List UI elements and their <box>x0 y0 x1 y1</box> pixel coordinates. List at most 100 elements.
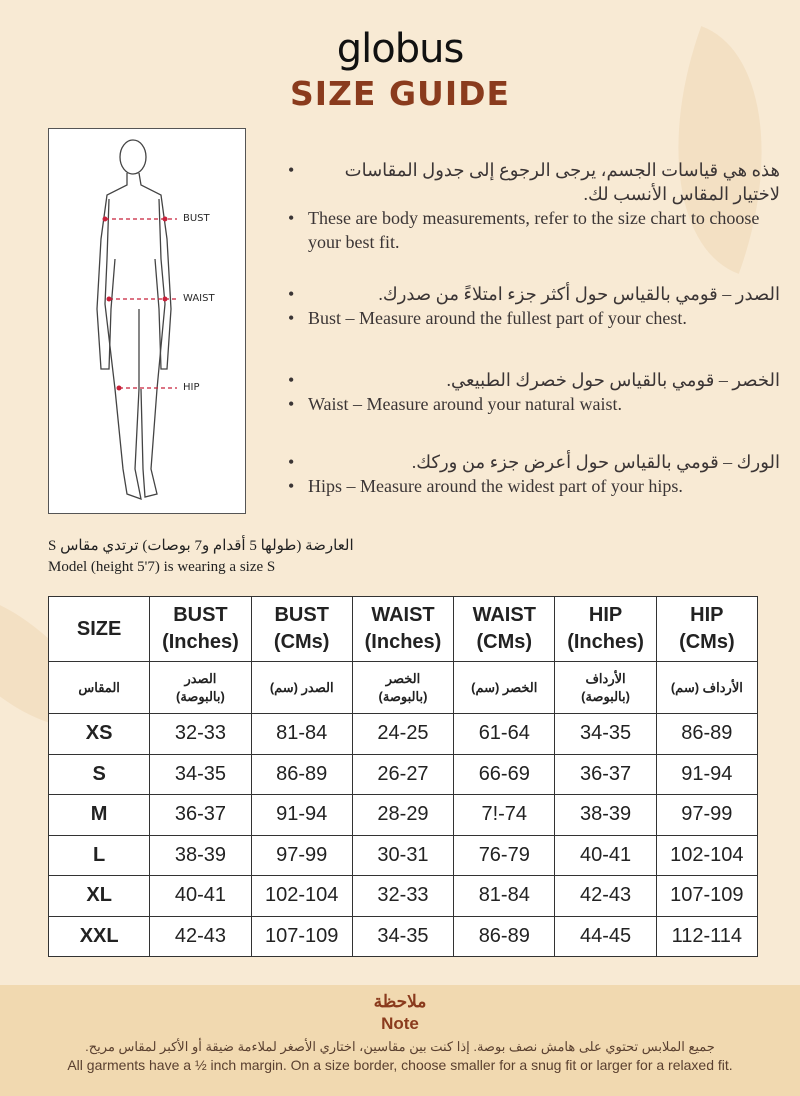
size-cell: M <box>47 794 151 836</box>
measurement-cell: 86-89 <box>453 915 556 957</box>
bullet-intro-ar: • هذه هي قياسات الجسم، يرجى الرجوع إلى جد… <box>288 160 780 204</box>
bullet-bust-en: • Bust – Measure around the fullest part … <box>288 308 687 328</box>
header-text: (بالبوصة) <box>581 688 630 704</box>
measurement-cell: 32-33 <box>351 875 455 917</box>
header-text: الصدر (سم) <box>269 679 334 695</box>
measurement-cell: 7!-74 <box>453 794 556 836</box>
table-row: S 34-35 86-89 26-27 66-69 36-37 91-94 <box>47 753 759 795</box>
header-text: (بالبوصة) <box>175 688 225 704</box>
bullet-waist-en: • Waist – Measure around your natural wai… <box>288 394 622 414</box>
header-text: الخصر <box>385 670 421 686</box>
measurement-cell: 34-35 <box>554 713 657 755</box>
header-cell: BUST (CMs) <box>250 596 353 662</box>
table-row: M 36-37 91-94 28-29 7!-74 38-39 97-99 <box>47 794 759 836</box>
hip-label: HIP <box>183 382 200 393</box>
measurement-cell: 66-69 <box>453 753 556 795</box>
measurement-cell: 91-94 <box>655 753 759 795</box>
header-text: (CMs) <box>273 631 330 653</box>
bust-label: BUST <box>183 213 210 224</box>
header-text: BUST <box>274 604 329 626</box>
header-row-ar: المقاس الصدر (بالبوصة) الصدر (سم) الخصر (بالب… <box>47 661 759 714</box>
header-cell: SIZE <box>47 596 151 662</box>
table-row: XXL 42-43 107-109 34-35 86-89 44-45 112-114 <box>47 915 759 957</box>
size-chart-table: SIZE BUST (Inches) BUST (CMs) WAIST (Inches) WA… <box>47 596 759 957</box>
measurement-cell: 107-109 <box>250 915 353 957</box>
header-cell: الخصر (سم) <box>453 661 556 714</box>
measurement-cell: 107-109 <box>655 875 759 917</box>
header-text: (Inches) <box>567 631 644 653</box>
table-row: XS 32-33 81-84 24-25 61-64 34-35 86-89 <box>47 713 759 755</box>
measurement-cell: 30-31 <box>351 834 455 876</box>
header-text: (Inches) <box>162 631 239 653</box>
measurement-cell: 38-39 <box>149 834 252 876</box>
bullet-intro-en: • These are body measurements, refer to t… <box>288 208 760 252</box>
measurement-cell: 34-35 <box>351 915 455 957</box>
measurement-cell: 40-41 <box>554 834 657 876</box>
page-title: SIZE GUIDE <box>289 74 511 113</box>
header-text: WAIST <box>472 604 536 626</box>
measurement-cell: 36-37 <box>554 753 657 795</box>
measurement-cell: 81-84 <box>453 875 556 917</box>
measurement-cell: 24-25 <box>351 713 455 755</box>
measurement-cell: 91-94 <box>250 794 353 836</box>
header-text: WAIST <box>371 604 435 626</box>
body-outline-icon <box>96 139 177 500</box>
model-info-ar: العارضة (طولها 5 أقدام و7 بوصات) ترتدي م… <box>48 538 354 554</box>
measurement-cell: 32-33 <box>149 713 252 755</box>
measurement-cell: 42-43 <box>554 875 657 917</box>
measurement-cell: 36-37 <box>149 794 252 836</box>
header-text: (CMs) <box>476 631 533 653</box>
size-cell: L <box>47 834 151 876</box>
header-cell: الأرداف (سم) <box>655 661 759 714</box>
brand-logo: globus <box>336 26 465 72</box>
size-cell: S <box>47 753 151 795</box>
header-cell: HIP (CMs) <box>655 596 759 662</box>
measurement-cell: 76-79 <box>453 834 556 876</box>
size-cell: XS <box>47 713 151 755</box>
measurement-cell: 112-114 <box>655 915 759 957</box>
model-info: العارضة (طولها 5 أقدام و7 بوصات) ترتدي م… <box>48 536 468 578</box>
header-text: الخصر (سم) <box>471 679 538 695</box>
header-cell: WAIST (Inches) <box>351 596 455 662</box>
waist-label: WAIST <box>183 293 215 304</box>
header-cell: BUST (Inches) <box>149 596 252 662</box>
table-row: XL 40-41 102-104 32-33 81-84 42-43 107-109 <box>47 875 759 917</box>
instructions-list: • هذه هي قياسات الجسم، يرجى الرجوع إلى جد… <box>288 158 780 498</box>
header-text: BUST <box>173 604 228 626</box>
size-cell: XXL <box>47 915 151 957</box>
body-figure: BUST WAIST HIP <box>48 128 246 514</box>
measurement-cell: 86-89 <box>250 753 353 795</box>
measurement-cell: 26-27 <box>351 753 455 795</box>
bullet-bust-ar: • الصدر – قومي بالقياس حول أكثر جزء امتلا… <box>288 284 780 304</box>
measurement-cell: 40-41 <box>149 875 252 917</box>
header-text: المقاس <box>78 679 120 695</box>
model-info-en: Model (height 5'7) is wearing a size S <box>48 559 276 575</box>
header-text: (Inches) <box>364 631 442 653</box>
header-cell: الصدر (بالبوصة) <box>149 661 252 714</box>
header-text: (CMs) <box>679 631 735 653</box>
bullet-waist-ar: • الخصر – قومي بالقياس حول خصرك الطبيعي. <box>288 370 780 390</box>
note-text-ar: جميع الملابس تحتوي على هامش نصف بوصة. إذ… <box>85 1039 715 1054</box>
measurement-cell: 81-84 <box>250 713 353 755</box>
size-cell: XL <box>47 875 151 917</box>
note-title-ar: ملاحظة <box>373 992 427 1011</box>
measurement-cell: 44-45 <box>554 915 657 957</box>
bullet-hips-ar: • الورك – قومي بالقياس حول أعرض جزء من ور… <box>288 452 780 472</box>
note-title: Note <box>381 1014 419 1033</box>
measurement-cell: 34-35 <box>149 753 252 795</box>
header-text: (بالبوصة) <box>378 688 428 704</box>
measurement-cell: 102-104 <box>250 875 353 917</box>
header-cell: HIP (Inches) <box>554 596 657 662</box>
header-text: الأرداف <box>585 670 626 686</box>
note-section: ملاحظة Note جميع الملابس تحتوي على هامش … <box>0 985 800 1096</box>
header-cell: الخصر (بالبوصة) <box>351 661 455 714</box>
measurement-cell: 61-64 <box>453 713 556 755</box>
header-row: SIZE BUST (Inches) BUST (CMs) WAIST (Inches) WA… <box>47 596 759 662</box>
header-cell: WAIST (CMs) <box>453 596 556 662</box>
measurement-cell: 102-104 <box>655 834 759 876</box>
measurement-cell: 86-89 <box>655 713 759 755</box>
table-row: L 38-39 97-99 30-31 76-79 40-41 102-104 <box>47 834 759 876</box>
header-text: HIP <box>690 604 724 626</box>
header-text: الأرداف (سم) <box>670 679 743 695</box>
measurement-cell: 38-39 <box>554 794 657 836</box>
